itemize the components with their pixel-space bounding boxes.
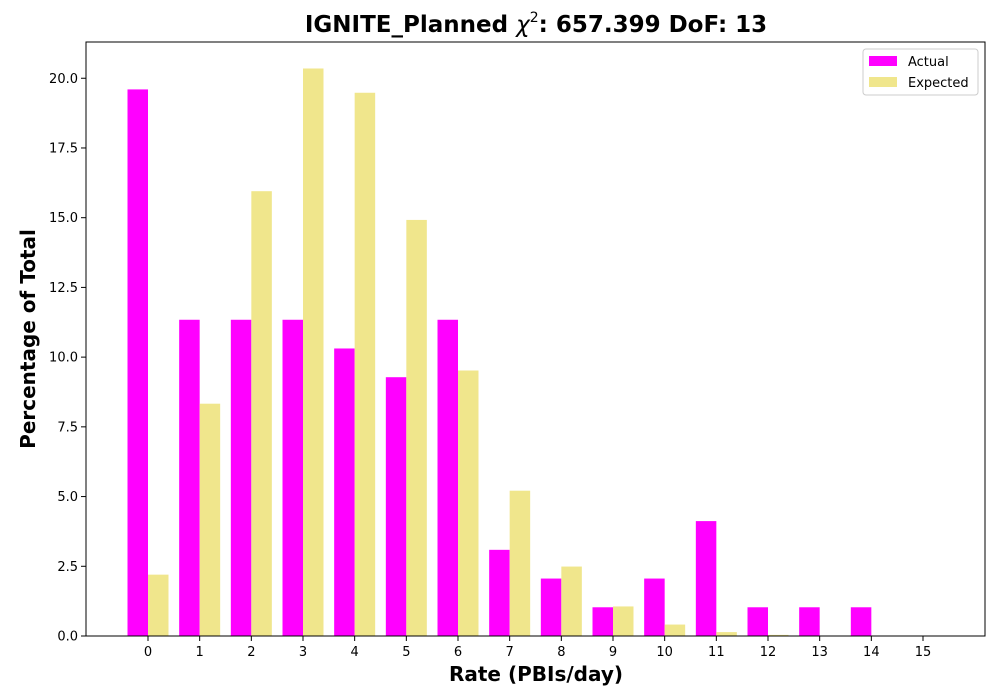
x-tick-label: 7 [506, 645, 514, 660]
bar-actual-8 [540, 578, 562, 636]
x-tick-label: 0 [144, 645, 152, 660]
chart-title: IGNITE_Planned χ2: 657.399 DoF: 13 [305, 10, 767, 38]
legend-swatch-actual [869, 56, 897, 66]
bar-expected-10 [664, 624, 686, 636]
x-tick-label: 5 [402, 645, 410, 660]
x-tick-label: 11 [708, 645, 725, 660]
bar-actual-2 [230, 319, 252, 636]
bar-expected-5 [406, 219, 427, 636]
x-tick-label: 3 [299, 645, 307, 660]
bar-expected-0 [148, 574, 169, 636]
x-tick-label: 2 [247, 645, 255, 660]
x-axis-label: Rate (PBIs/day) [449, 662, 623, 686]
bar-actual-5 [385, 377, 407, 636]
bar-expected-9 [613, 606, 634, 636]
y-tick-label: 17.5 [49, 141, 78, 156]
y-tick-label: 5.0 [57, 490, 78, 505]
bar-expected-12 [768, 634, 789, 636]
x-ticks: 0 1 2 3 4 5 6 7 8 9 10 11 12 13 14 15 [144, 636, 931, 660]
x-tick-label: 12 [760, 645, 777, 660]
bar-actual-11 [695, 521, 717, 636]
bar-expected-1 [199, 403, 221, 636]
plot-frame [85, 41, 986, 637]
x-tick-label: 4 [351, 645, 359, 660]
bar-expected-4 [354, 92, 376, 636]
x-tick-label: 8 [557, 645, 565, 660]
y-tick-label: 20.0 [49, 72, 78, 87]
x-tick-label: 1 [196, 645, 204, 660]
y-tick-label: 15.0 [49, 211, 78, 226]
bar-expected-6 [458, 370, 479, 636]
x-tick-label: 9 [609, 645, 617, 660]
x-tick-label: 6 [454, 645, 462, 660]
y-axis-label: Percentage of Total [16, 229, 40, 449]
legend-label-expected: Expected [908, 76, 969, 91]
legend-swatch-expected [869, 77, 897, 87]
bar-actual-14 [850, 607, 872, 636]
bar-actual-12 [747, 607, 768, 636]
bar-actual-9 [592, 607, 613, 636]
x-tick-label: 14 [863, 645, 880, 660]
bar-expected-2 [251, 191, 272, 636]
y-tick-label: 10.0 [49, 351, 78, 366]
bar-expected-7 [509, 490, 531, 636]
y-ticks: 0.0 2.5 5.0 7.5 10.0 12.5 15.0 17.5 20.0 [49, 72, 86, 645]
y-tick-label: 12.5 [49, 281, 78, 296]
bars-group [127, 68, 872, 636]
bar-expected-3 [303, 68, 324, 636]
x-tick-label: 10 [656, 645, 673, 660]
y-tick-label: 0.0 [57, 630, 78, 645]
bar-actual-3 [282, 319, 303, 636]
legend: Actual Expected [862, 48, 979, 96]
bar-actual-4 [334, 348, 355, 636]
x-tick-label: 15 [915, 645, 932, 660]
bar-actual-1 [179, 319, 200, 636]
y-tick-label: 2.5 [57, 560, 78, 575]
bar-actual-7 [489, 549, 510, 636]
bar-actual-10 [644, 578, 665, 636]
x-tick-label: 13 [811, 645, 828, 660]
bar-actual-13 [799, 607, 820, 636]
bar-expected-11 [716, 632, 737, 636]
legend-label-actual: Actual [908, 55, 949, 70]
y-tick-label: 7.5 [57, 420, 78, 435]
bar-actual-0 [127, 89, 148, 636]
bar-actual-6 [437, 319, 458, 636]
bar-expected-8 [561, 566, 582, 636]
